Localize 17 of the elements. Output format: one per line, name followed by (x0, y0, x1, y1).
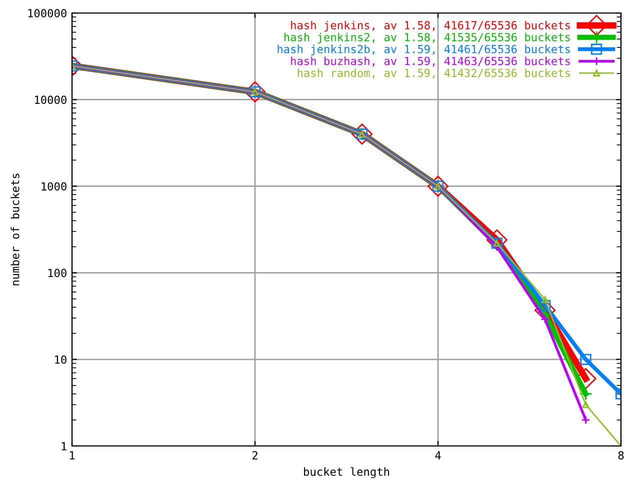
legend-label: hash random, av 1.59, 41432/65536 buckets (298, 68, 570, 79)
x-tick-label: 1 (70, 451, 75, 460)
legend-label: hash jenkins2b, av 1.59, 41461/65536 buckets (278, 44, 570, 56)
x-axis-title: bucket length (304, 467, 389, 478)
y-tick-label: 10 (55, 355, 66, 364)
y-tick-label: 100000 (28, 9, 66, 18)
legend-label: hash jenkins2, av 1.58, 41535/65536 buckets (284, 32, 570, 44)
x-tick-label: 4 (435, 451, 441, 460)
y-tick-label: 10000 (35, 96, 66, 104)
legend-label: hash jenkins, av 1.58, 41617/65536 buckets (291, 20, 570, 32)
y-axis-title: number of buckets (10, 174, 20, 286)
y-tick-label: 1 (62, 442, 66, 450)
y-tick-label: 1000 (42, 182, 66, 191)
y-tick-label: 100 (48, 268, 66, 278)
x-tick-label: 8 (618, 451, 624, 460)
x-tick-label: 2 (252, 451, 258, 460)
legend-label: hash buzhash, av 1.59, 41463/65536 buckets (291, 56, 570, 67)
